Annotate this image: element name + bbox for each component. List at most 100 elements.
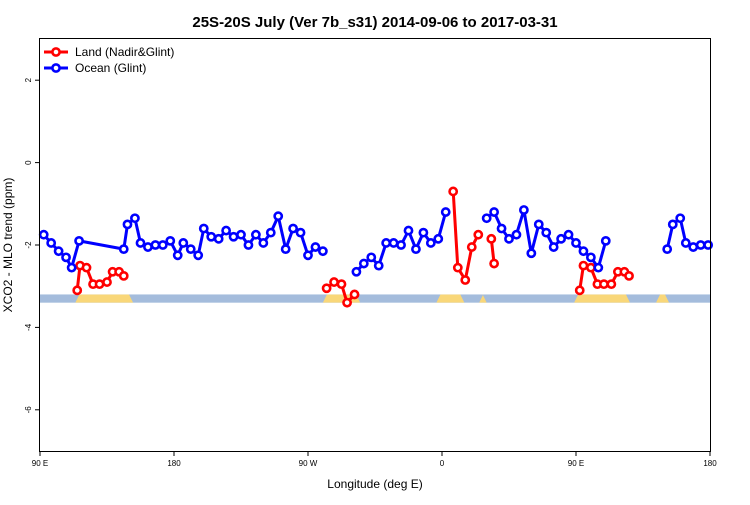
data-point <box>280 244 291 255</box>
data-point <box>511 229 522 240</box>
data-point <box>213 233 224 244</box>
data-point <box>473 229 484 240</box>
y-tick-label: 0 <box>24 160 33 165</box>
chart-title: 25S-20S July (Ver 7b_s31) 2014-09-06 to … <box>192 14 557 31</box>
data-point <box>157 240 168 250</box>
data-point <box>221 225 232 236</box>
land-band-segment <box>656 294 670 303</box>
data-point <box>150 240 161 250</box>
ocean-band <box>40 294 710 303</box>
data-point <box>496 223 507 234</box>
data-point <box>118 270 129 281</box>
data-point <box>178 238 189 248</box>
data-point <box>61 252 71 263</box>
data-point <box>265 227 276 238</box>
data-point <box>185 244 196 255</box>
data-point <box>165 235 176 246</box>
land-band-segment <box>75 294 134 303</box>
data-point <box>481 213 492 224</box>
data-point <box>440 207 451 217</box>
x-axis-label: Longitude (deg E) <box>327 477 422 491</box>
data-point <box>72 285 83 296</box>
data-point <box>585 252 596 263</box>
data-point <box>81 262 92 273</box>
data-point <box>541 227 552 238</box>
data-point <box>317 246 328 257</box>
legend-marker <box>51 47 61 57</box>
data-point <box>135 238 146 248</box>
x-tick-label: 180 <box>703 459 717 468</box>
data-point <box>295 227 306 238</box>
data-point <box>571 238 581 248</box>
data-point <box>574 285 585 296</box>
data-point <box>381 238 392 248</box>
legend-label: Land (Nadir&Glint) <box>75 45 174 59</box>
data-point <box>662 244 673 255</box>
data-point <box>228 231 239 242</box>
y-tick-label: 2 <box>24 77 33 82</box>
land-band <box>40 294 710 303</box>
data-point <box>310 242 321 252</box>
data-point <box>600 235 611 246</box>
data-point <box>349 289 360 300</box>
data-point <box>526 248 537 259</box>
land-band-segment <box>436 294 465 303</box>
data-point <box>366 252 377 263</box>
data-point <box>236 229 246 240</box>
data-point <box>53 246 64 257</box>
data-point <box>66 262 77 273</box>
data-point <box>288 223 299 234</box>
data-point <box>172 250 183 261</box>
x-axis: 90 E 180 90 W 0 90 E 180 <box>32 451 717 468</box>
x-tick-label: 0 <box>440 459 445 468</box>
data-point <box>193 250 204 261</box>
data-point <box>624 270 634 281</box>
data-point <box>585 262 596 273</box>
data-point <box>667 219 678 230</box>
data-point <box>418 227 429 238</box>
data-point <box>250 229 261 240</box>
data-point <box>425 238 436 248</box>
data-point <box>336 279 347 290</box>
data-point <box>563 229 574 240</box>
legend: Land (Nadir&Glint) Ocean (Glint) <box>44 45 174 75</box>
data-point <box>556 233 567 244</box>
series-ocean <box>38 205 714 277</box>
data-point <box>46 238 57 248</box>
data-point <box>358 258 369 269</box>
x-tick-label: 90 E <box>32 459 48 468</box>
data-point <box>258 238 269 248</box>
data-point <box>38 229 49 240</box>
data-point <box>321 283 332 294</box>
data-point <box>695 240 706 250</box>
x-tick-label: 90 W <box>299 459 318 468</box>
data-point <box>74 235 84 246</box>
data-point <box>329 277 339 287</box>
data-point <box>411 244 421 255</box>
data-point <box>373 260 384 271</box>
data-point <box>489 258 500 269</box>
data-point <box>675 213 686 224</box>
data-point <box>198 223 209 234</box>
data-point <box>143 242 153 252</box>
data-point <box>206 231 217 242</box>
data-point <box>504 233 514 244</box>
x-tick-label: 180 <box>167 459 181 468</box>
data-point <box>578 260 589 271</box>
data-point <box>118 244 129 255</box>
data-point <box>448 186 459 197</box>
data-point <box>460 275 471 285</box>
y-axis: 2 0 -2 -4 -6 <box>24 77 40 413</box>
data-point <box>433 233 444 244</box>
data-point <box>593 262 604 273</box>
data-point <box>606 279 617 290</box>
y-tick-label: -2 <box>24 241 33 249</box>
y-axis-label: XCO2 - MLO trend (ppm) <box>1 178 15 313</box>
data-point <box>351 266 362 277</box>
data-point <box>273 211 284 222</box>
data-point <box>703 240 714 250</box>
data-point <box>342 297 352 308</box>
series-layer <box>38 186 714 308</box>
data-point <box>94 279 105 290</box>
